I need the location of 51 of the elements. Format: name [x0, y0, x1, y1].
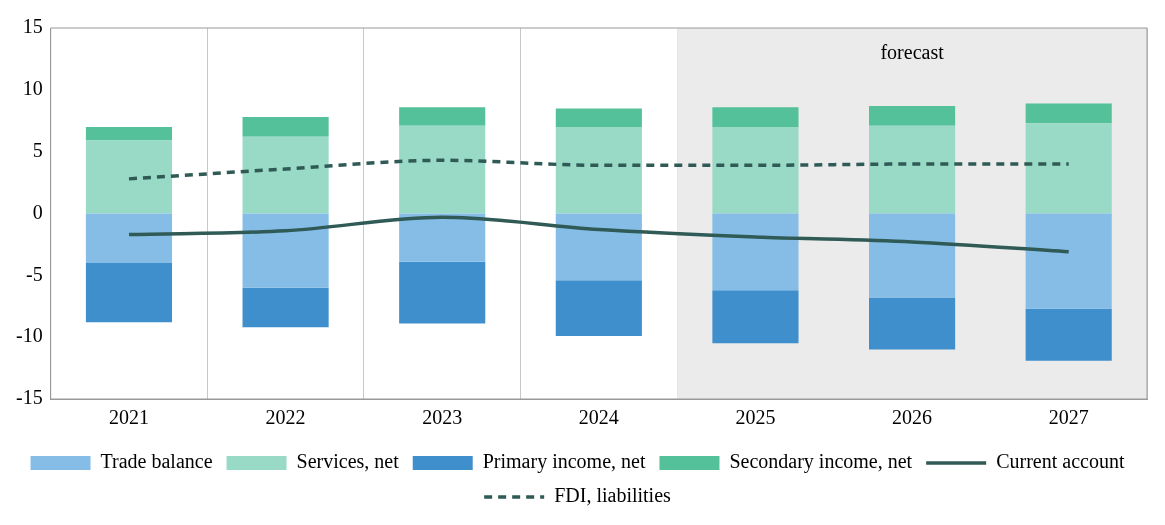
legend-label: Secondary income, net: [729, 450, 913, 474]
bar: [869, 125, 956, 214]
x-tick-label: 2026: [892, 406, 933, 429]
line-series: [127, 215, 1071, 254]
x-tick-label: 2022: [265, 406, 306, 429]
bar: [85, 262, 173, 323]
bar: [242, 287, 329, 328]
bar: [399, 213, 486, 262]
x-tick-label: 2021: [108, 406, 149, 429]
bar: [85, 213, 173, 263]
x-tick-label: 2023: [422, 406, 463, 429]
line-series: [127, 158, 1071, 181]
bar: [1025, 213, 1112, 309]
band-label: forecast: [880, 41, 945, 64]
bar: [242, 117, 329, 137]
bar: [1025, 123, 1112, 214]
y-tick-label: 15: [22, 15, 43, 38]
bar: [85, 140, 173, 214]
bar: [869, 213, 956, 298]
bar: [85, 126, 173, 141]
bar: [555, 126, 642, 214]
bar: [869, 105, 956, 126]
bar: [1025, 103, 1112, 124]
bar: [399, 261, 486, 324]
bar: [712, 213, 799, 291]
bar: [1025, 308, 1112, 361]
x-tick-label: 2024: [578, 406, 619, 429]
y-tick-label: 10: [22, 77, 43, 100]
y-tick-label: -15: [15, 386, 43, 409]
bar: [399, 125, 486, 214]
bar: [242, 136, 329, 214]
legend-label: Services, net: [296, 450, 400, 473]
y-tick-label: -10: [15, 324, 43, 347]
bar: [242, 213, 329, 288]
bar: [712, 290, 799, 344]
bar: [399, 107, 486, 126]
legend-label: Trade balance: [100, 450, 213, 473]
x-tick-label: 2025: [735, 406, 776, 429]
legend-label: Current account: [996, 450, 1125, 473]
bar: [712, 126, 799, 214]
bar: [555, 108, 642, 127]
y-tick-label: 5: [32, 138, 43, 161]
y-tick-label: -5: [25, 262, 43, 285]
y-tick-label: 0: [32, 200, 43, 223]
legend-label: FDI, liabilities: [554, 484, 672, 507]
x-tick-label: 2027: [1048, 406, 1089, 429]
bar: [555, 213, 642, 281]
bar: [869, 297, 956, 350]
bar: [555, 280, 642, 336]
legend-label: Primary income, net: [482, 450, 646, 474]
bar: [712, 107, 799, 127]
